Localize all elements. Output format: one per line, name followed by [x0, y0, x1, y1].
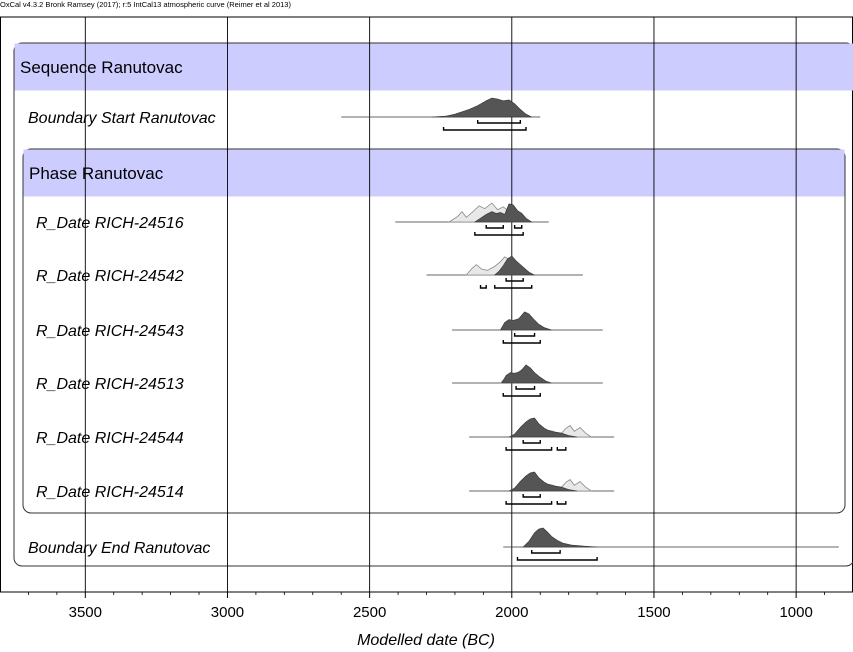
- range-68-bracket: [476, 120, 522, 124]
- date-row: R_Date RICH-24513: [36, 364, 603, 397]
- posterior-distribution: [501, 364, 552, 384]
- date-row: R_Date RICH-24514: [36, 471, 615, 505]
- row-label: R_Date RICH-24542: [36, 268, 184, 285]
- x-tick-label: 3500: [69, 604, 102, 621]
- range-68-bracket: [485, 225, 504, 229]
- x-tick-label: 1500: [637, 604, 670, 621]
- posterior-distribution: [499, 311, 552, 331]
- x-tick-label: 2000: [495, 604, 528, 621]
- row-label: R_Date RICH-24514: [36, 484, 184, 501]
- phase-label: Phase Ranutovac: [29, 164, 164, 183]
- phase-header-band: [23, 149, 845, 197]
- date-row: Boundary Start Ranutovac: [28, 97, 541, 131]
- date-row: R_Date RICH-24542: [36, 255, 583, 289]
- date-row: R_Date RICH-24544: [36, 417, 615, 451]
- range-95-bracket: [516, 557, 598, 561]
- row-label: R_Date RICH-24516: [36, 215, 184, 232]
- x-axis-title: Modelled date (BC): [357, 632, 495, 649]
- oxcal-version-header: OxCal v4.3.2 Bronk Ramsey (2017); r:5 In…: [0, 0, 291, 9]
- range-95-bracket: [474, 232, 524, 236]
- range-68-bracket: [515, 386, 536, 390]
- row-label: R_Date RICH-24544: [36, 430, 184, 447]
- date-row: R_Date RICH-24516: [36, 202, 549, 236]
- range-95-bracket: [556, 501, 567, 505]
- range-95-bracket: [505, 447, 553, 451]
- date-row: R_Date RICH-24543: [36, 311, 603, 344]
- posterior-distribution: [473, 203, 533, 223]
- date-row: Boundary End Ranutovac: [28, 527, 839, 561]
- range-95-bracket: [505, 501, 553, 505]
- range-68-bracket: [513, 333, 536, 337]
- x-tick-label: 1000: [779, 604, 812, 621]
- range-68-bracket: [513, 225, 523, 229]
- row-label: R_Date RICH-24543: [36, 323, 184, 340]
- phase-box: [22, 148, 846, 514]
- range-68-bracket: [505, 278, 524, 282]
- range-68-bracket: [522, 440, 541, 444]
- posterior-distribution: [522, 527, 598, 548]
- x-tick-label: 3000: [211, 604, 244, 621]
- range-68-bracket: [522, 494, 541, 498]
- range-95-bracket: [494, 285, 533, 289]
- range-68-bracket: [531, 550, 561, 554]
- sequence-header-band: [14, 43, 853, 91]
- row-label: Boundary End Ranutovac: [28, 540, 210, 557]
- posterior-distribution: [508, 471, 578, 492]
- x-tick-label: 2500: [353, 604, 386, 621]
- row-label: Boundary Start Ranutovac: [28, 110, 216, 127]
- sequence-label: Sequence Ranutovac: [20, 58, 183, 77]
- plot-frame: [0, 16, 853, 593]
- range-95-bracket: [556, 447, 567, 451]
- posterior-distribution: [508, 417, 578, 438]
- range-95-bracket: [442, 127, 527, 131]
- range-95-bracket: [502, 340, 541, 344]
- range-95-bracket: [479, 285, 487, 289]
- posterior-distribution: [493, 255, 535, 276]
- sequence-box: [13, 42, 853, 567]
- row-label: R_Date RICH-24513: [36, 376, 184, 393]
- range-95-bracket: [502, 393, 541, 397]
- posterior-distribution: [432, 97, 532, 118]
